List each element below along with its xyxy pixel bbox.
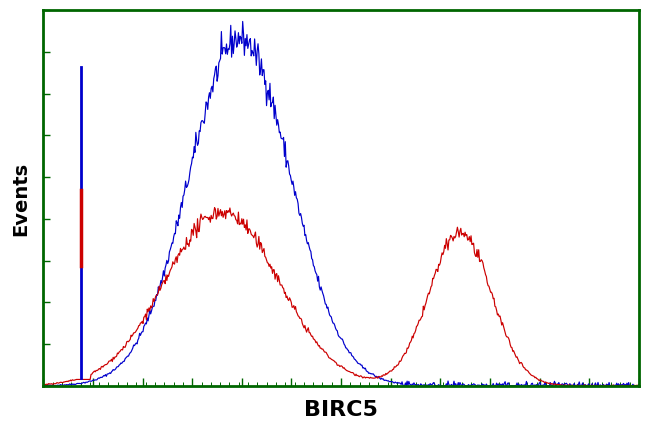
- X-axis label: BIRC5: BIRC5: [304, 399, 378, 419]
- Y-axis label: Events: Events: [11, 161, 30, 235]
